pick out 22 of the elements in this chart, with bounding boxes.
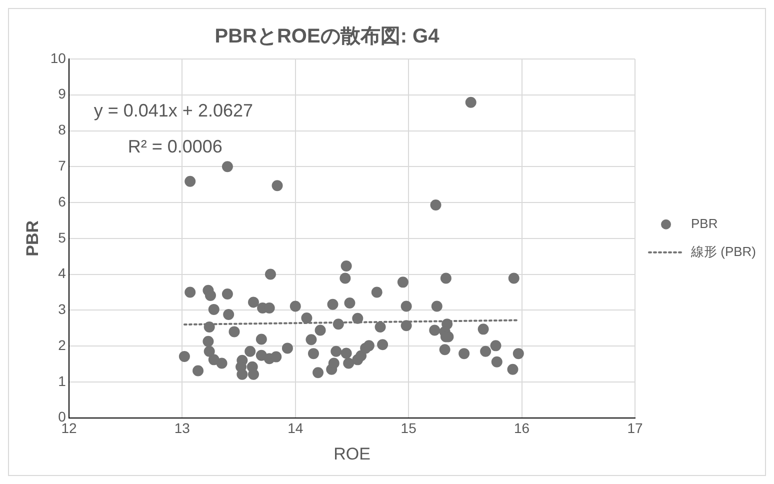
annotation: y = 0.041x + 2.0627: [94, 100, 254, 120]
annotation: R² = 0.0006: [128, 136, 222, 156]
chart-title: PBRとROEの散布図: G4: [214, 26, 440, 48]
y-tick-label: 3: [58, 301, 66, 318]
x-tick-label: 15: [400, 420, 417, 436]
y-tick-label: 5: [58, 229, 66, 246]
x-tick-label: 13: [174, 420, 190, 436]
y-tick-label: 6: [58, 193, 66, 210]
y-tick-label: 1: [58, 372, 66, 389]
x-tick-label: 16: [514, 420, 530, 436]
y-tick-label: 7: [58, 158, 66, 174]
y-tick-label: 2: [58, 336, 66, 353]
y-axis-title: PBR: [22, 220, 42, 256]
x-tick-label: 14: [288, 420, 304, 436]
legend-label: 線形 (PBR): [690, 244, 756, 259]
y-tick-label: 10: [50, 50, 66, 66]
legend-label: PBR: [691, 216, 718, 231]
y-tick-label: 8: [58, 122, 66, 138]
x-tick-label: 17: [627, 420, 643, 436]
y-tick-label: 4: [58, 265, 66, 282]
x-axis-title: ROE: [334, 444, 370, 464]
y-tick-label: 9: [58, 86, 66, 102]
